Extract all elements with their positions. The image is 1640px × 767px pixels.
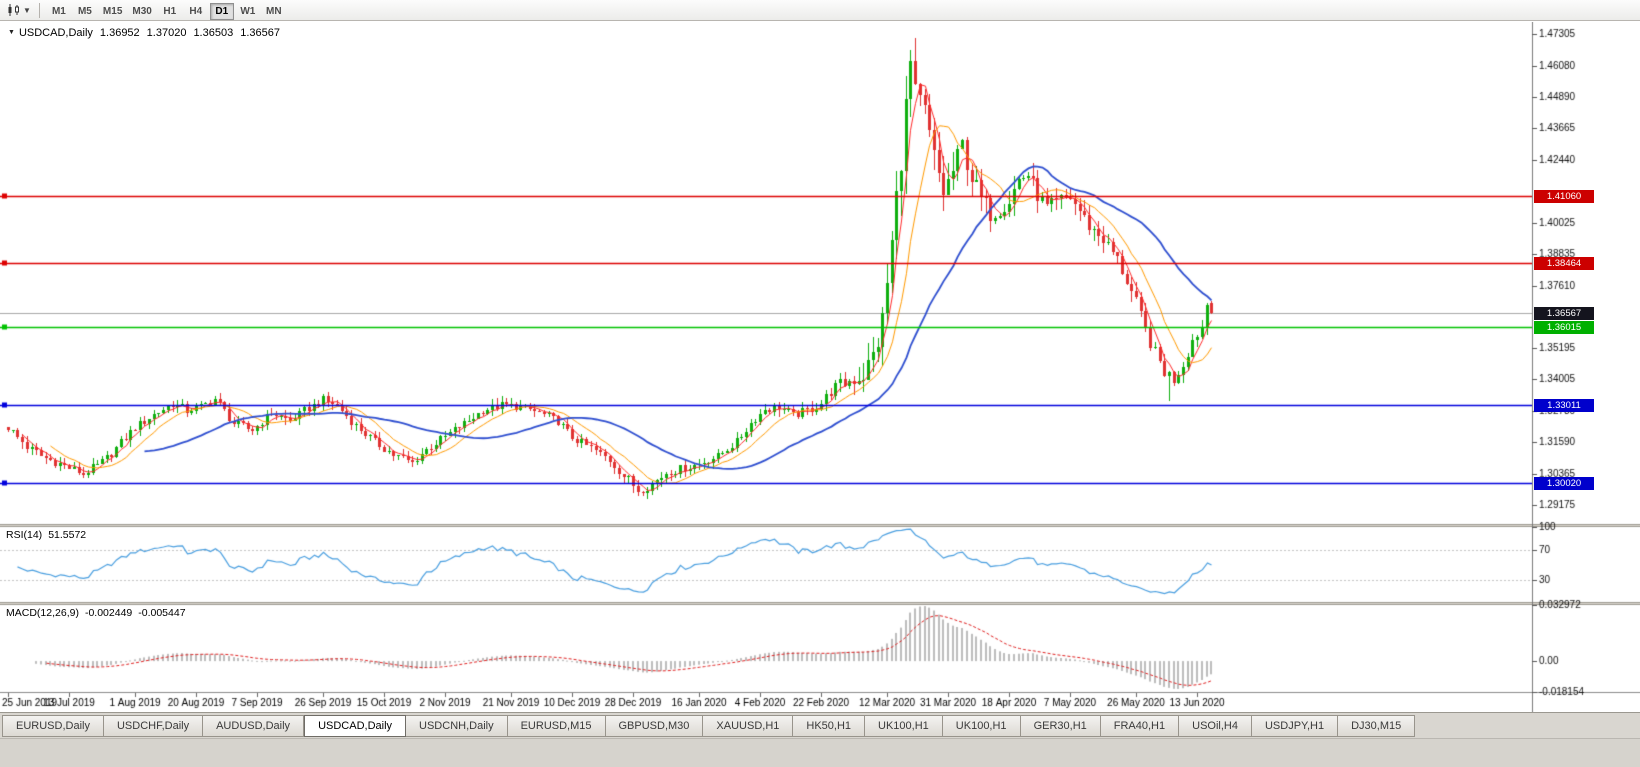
- timeframe-toolbar: M1 M5 M15 M30 H1 H4 D1 W1 MN: [46, 1, 287, 20]
- chevron-down-icon[interactable]: ▼: [23, 5, 31, 15]
- chart-tab-xauusd-h1[interactable]: XAUUSD,H1: [703, 715, 794, 737]
- chart-tab-dj30-m15[interactable]: DJ30,M15: [1338, 715, 1416, 737]
- timeframe-button-m1[interactable]: M1: [51, 5, 66, 17]
- status-bar: [0, 738, 1640, 767]
- chart-tab-hk50-h1[interactable]: HK50,H1: [793, 715, 866, 737]
- chart-tab-fra40-h1[interactable]: FRA40,H1: [1100, 715, 1180, 737]
- chart-tab-ger30-h1[interactable]: GER30,H1: [1020, 715, 1101, 737]
- chart-tab-uk100-h1[interactable]: UK100,H1: [865, 715, 943, 737]
- chart-tab-usdcad-daily[interactable]: USDCAD,Daily: [304, 715, 407, 737]
- timeframe-button-m15[interactable]: M15: [102, 5, 123, 17]
- timeframe-button-mn[interactable]: MN: [266, 5, 282, 17]
- candlestick-chart-icon: [8, 3, 19, 16]
- chart-tab-usoil-h4[interactable]: USOil,H4: [1179, 715, 1252, 737]
- timeframe-button-h4[interactable]: H4: [189, 5, 203, 17]
- timeframe-button-w1[interactable]: W1: [240, 5, 256, 17]
- chart-tab-usdjpy-h1[interactable]: USDJPY,H1: [1251, 715, 1339, 737]
- chart-tab-uk100-h1[interactable]: UK100,H1: [942, 715, 1021, 737]
- chart-tab-eurusd-m15[interactable]: EURUSD,M15: [507, 715, 606, 737]
- toolbar-separator: [38, 2, 40, 18]
- chart-tab-bar: EURUSD,Daily USDCHF,Daily AUDUSD,Daily USDC…: [0, 712, 1640, 738]
- chart-tab-usdchf-daily[interactable]: USDCHF,Daily: [103, 715, 204, 737]
- timeframe-button-d1[interactable]: D1: [209, 2, 234, 20]
- chart-type-button[interactable]: ▼: [4, 1, 33, 19]
- chart-tabs: EURUSD,Daily USDCHF,Daily AUDUSD,Daily USDC…: [0, 713, 1640, 737]
- chart-area: ▼ USDCAD,Daily 1.36952 1.37020 1.36503 1.3656…: [0, 22, 1640, 712]
- chart-tab-eurusd-daily[interactable]: EURUSD,Daily: [2, 715, 104, 737]
- chart-tab-audusd-daily[interactable]: AUDUSD,Daily: [203, 715, 305, 737]
- toolbar: ▼ M1 M5 M15 M30 H1 H4 D1 W1 MN: [0, 0, 1640, 21]
- timeframe-button-m30[interactable]: M30: [132, 5, 152, 17]
- price-chart-canvas[interactable]: [0, 22, 1640, 712]
- timeframe-button-h1[interactable]: H1: [163, 5, 177, 17]
- chart-tab-gbpusd-m30[interactable]: GBPUSD,M30: [605, 715, 704, 737]
- chart-tab-usdcnh-daily[interactable]: USDCNH,Daily: [406, 715, 508, 737]
- timeframe-button-m5[interactable]: M5: [77, 5, 92, 17]
